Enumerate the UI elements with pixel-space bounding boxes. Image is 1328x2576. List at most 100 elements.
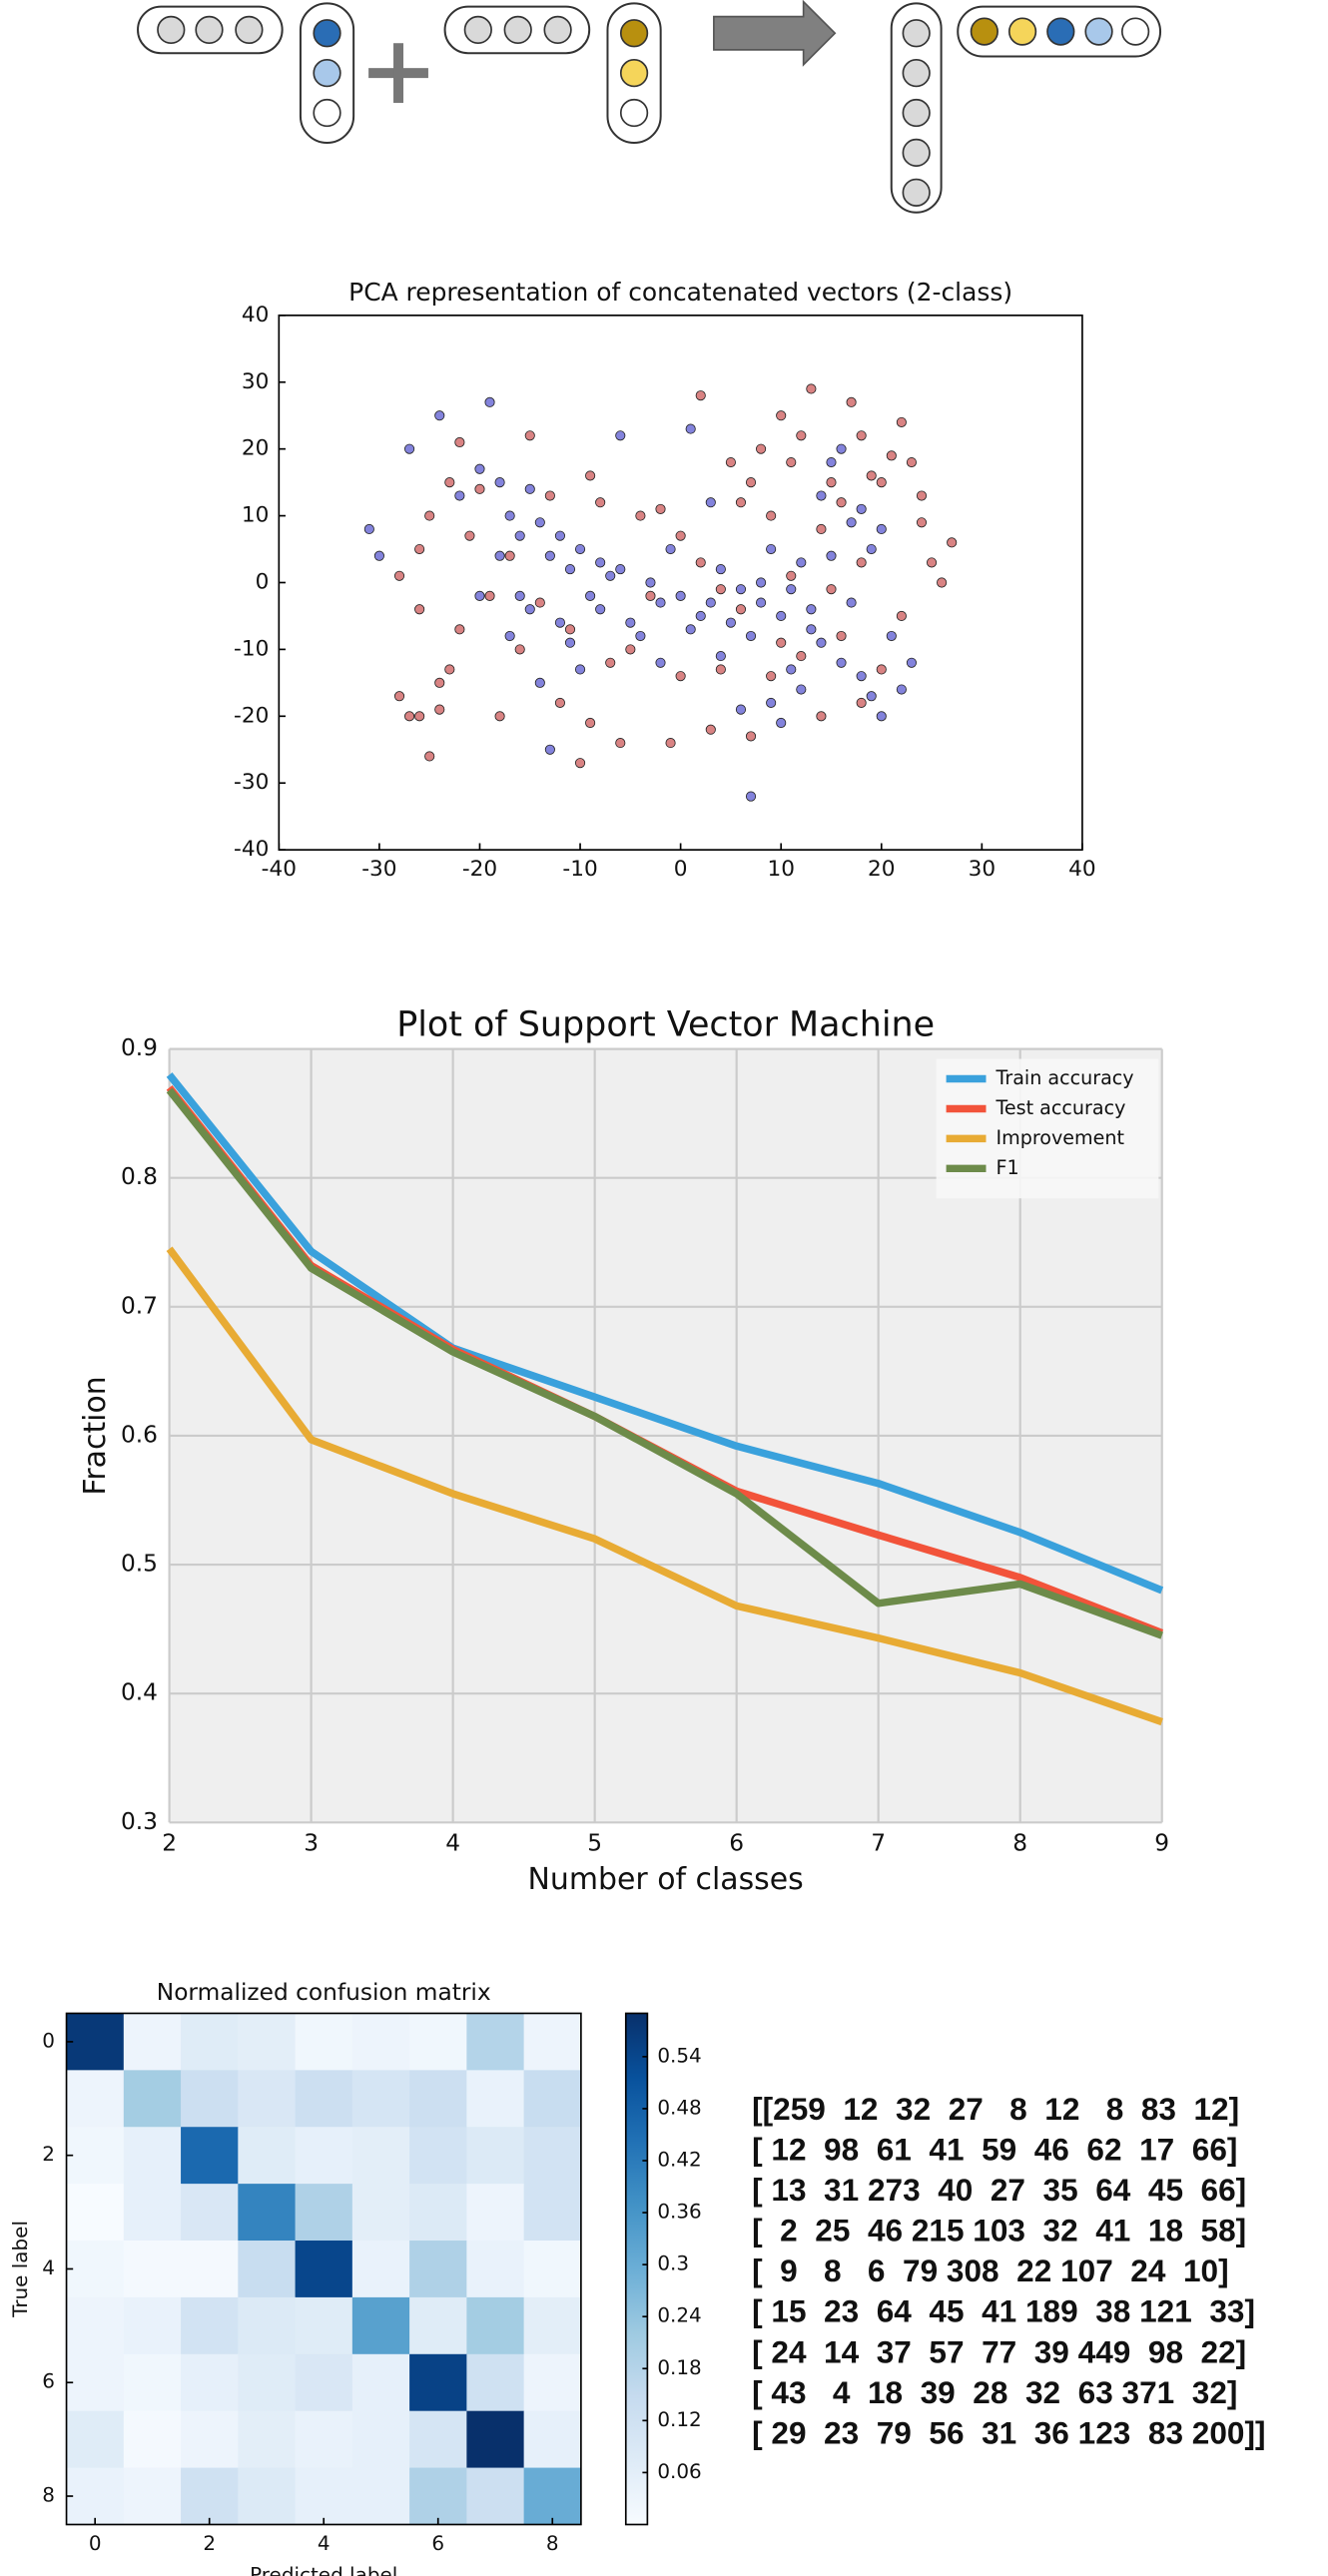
x-tick-label: 40 <box>1068 857 1096 882</box>
colorbar-tick-label: 0.18 <box>657 2355 701 2379</box>
scatter-point <box>866 691 877 702</box>
heatmap-cell <box>295 2070 353 2128</box>
scatter-point <box>916 517 928 528</box>
heatmap-cell <box>409 2070 467 2128</box>
matrix-row-text: [[259 12 32 27 8 12 8 83 12] <box>752 2091 1239 2127</box>
scatter-point <box>745 791 757 802</box>
scatter-point <box>404 711 415 722</box>
scatter-point <box>816 523 827 535</box>
scatter-point <box>836 630 847 642</box>
scatter-point <box>776 410 787 421</box>
scatter-point <box>534 517 545 528</box>
scatter-point <box>766 671 777 682</box>
vector-cell <box>1007 17 1037 46</box>
heatmap-cell <box>66 2013 125 2071</box>
scatter-point <box>414 543 425 555</box>
series-line <box>166 1072 1164 1595</box>
heatmap-cell <box>66 2296 125 2355</box>
concat-diagram <box>137 0 1162 214</box>
scatter-point <box>725 617 736 628</box>
scatter-point <box>504 630 515 642</box>
colorbar-tick-label: 0.54 <box>657 2043 701 2067</box>
scatter-point <box>675 590 686 601</box>
y-tick-label: 0.6 <box>121 1421 158 1448</box>
scatter-point <box>705 597 716 608</box>
heatmap-cell <box>123 2353 182 2412</box>
y-tick-label: 30 <box>242 369 269 394</box>
vector-cell <box>157 15 186 45</box>
x-tick-label: 6 <box>729 1829 744 1856</box>
heatmap-cell <box>181 2127 239 2185</box>
heatmap-cell <box>351 2127 410 2185</box>
heatmap-cell <box>66 2467 125 2525</box>
vector-cell <box>619 59 649 88</box>
x-tick-label: 3 <box>304 1829 319 1856</box>
scatter-point <box>373 550 384 561</box>
heatmap-cell <box>181 2241 239 2298</box>
heatmap-cell <box>295 2127 353 2185</box>
heatmap-cell <box>523 2296 582 2355</box>
heatmap-cell <box>181 2410 239 2469</box>
heatmap-cell <box>409 2467 467 2525</box>
x-axis-label: Number of classes <box>528 1862 804 1897</box>
colorbar-tick-label: 0.48 <box>657 2095 701 2119</box>
matrix-row-text: [ 9 8 6 79 308 22 107 24 10] <box>752 2253 1229 2288</box>
x-tick-label: 8 <box>546 2531 559 2555</box>
plot-area <box>278 315 1083 851</box>
heatmap-cell <box>123 2013 182 2071</box>
scatter-point <box>796 430 807 441</box>
scatter-point <box>786 664 797 675</box>
x-tick-label: -20 <box>462 857 497 882</box>
heatmap-cell <box>123 2296 182 2355</box>
scatter-point <box>856 671 867 682</box>
matrix-row-text: [ 12 98 61 41 59 46 62 17 66] <box>752 2131 1237 2167</box>
heatmap-cell <box>523 2410 582 2469</box>
scatter-point <box>856 697 867 709</box>
scatter-point <box>585 470 596 481</box>
scatter-point <box>876 711 887 722</box>
scatter-point <box>836 497 847 508</box>
scatter-point <box>695 557 706 568</box>
x-tick-label: 0 <box>89 2531 102 2555</box>
matrix-row-text: [ 29 23 79 56 31 36 123 83 200]] <box>752 2414 1265 2450</box>
y-tick-label: 0 <box>42 2028 55 2052</box>
x-tick-label: 8 <box>1012 1829 1027 1856</box>
scatter-point <box>786 570 797 581</box>
heatmap-cell <box>295 2467 353 2525</box>
heatmap-cell <box>238 2184 297 2242</box>
scatter-point <box>665 543 676 555</box>
scatter-point <box>534 677 545 688</box>
heatmap-cell <box>523 2070 582 2128</box>
scatter-point <box>524 483 535 494</box>
heatmap-cell <box>409 2353 467 2412</box>
scatter-point <box>876 523 887 535</box>
heatmap-cell <box>238 2241 297 2298</box>
scatter-point <box>595 497 606 508</box>
x-tick-label: 9 <box>1154 1829 1169 1856</box>
heatmap-cell <box>238 2127 297 2185</box>
matrix-row-text: [ 43 4 18 39 28 32 63 371 32] <box>752 2374 1237 2410</box>
colorbar-tick-label: 0.12 <box>657 2407 701 2431</box>
scatter-point <box>705 724 716 735</box>
heatmap-cell <box>351 2467 410 2525</box>
y-axis-label: Fraction <box>78 1376 113 1495</box>
colorbar-tick-label: 0.36 <box>657 2200 701 2224</box>
scatter-point <box>393 691 405 702</box>
scatter-point <box>564 637 576 648</box>
legend-label: Improvement <box>996 1126 1124 1149</box>
y-tick-label: 0.5 <box>121 1551 158 1578</box>
vector-cell <box>1046 17 1075 46</box>
scatter-point <box>786 456 797 468</box>
y-tick-label: 40 <box>242 303 269 327</box>
scatter-point <box>404 443 415 454</box>
vector-cell <box>543 15 572 45</box>
scatter-point <box>655 503 666 514</box>
scatter-point <box>574 758 586 769</box>
scatter-point <box>896 684 907 695</box>
scatter-point <box>695 610 706 622</box>
heatmap-cell <box>295 2296 353 2355</box>
y-tick-label: -10 <box>234 636 269 661</box>
x-tick-label: 2 <box>162 1829 177 1856</box>
scatter-point <box>544 490 555 501</box>
scatter-point <box>735 497 747 508</box>
